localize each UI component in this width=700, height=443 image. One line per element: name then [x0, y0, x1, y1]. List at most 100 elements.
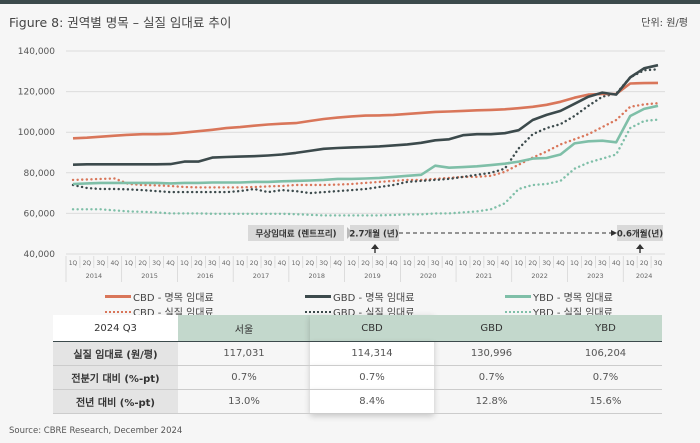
- x-quarter-label: 2Q: [640, 260, 649, 267]
- legend-item: CBD - 실질 임대료: [105, 304, 214, 319]
- x-quarter-label: 3Q: [654, 260, 663, 267]
- x-quarter-label: 3Q: [208, 260, 217, 267]
- x-quarter-label: 3Q: [319, 260, 328, 267]
- legend-swatch: [105, 295, 131, 298]
- legend-label: YBD - 명목 임대료: [533, 293, 613, 304]
- x-quarter-label: 1Q: [626, 260, 635, 267]
- x-year-label: 2022: [531, 272, 548, 280]
- x-quarter-label: 4Q: [445, 260, 454, 267]
- from-value: 2.7개월 (년): [349, 229, 398, 240]
- legend-label: CBD - 실질 임대료: [133, 308, 214, 319]
- x-quarter-label: 4Q: [166, 260, 175, 267]
- x-quarter-label: 2Q: [473, 260, 482, 267]
- x-quarter-label: 1Q: [69, 260, 78, 267]
- x-quarter-label: 1Q: [124, 260, 133, 267]
- x-quarter-label: 2Q: [417, 260, 426, 267]
- y-tick-label: 140,000: [18, 47, 55, 57]
- series-line-4: [71, 68, 660, 195]
- to-value: 0.6개월(년): [617, 229, 663, 240]
- legend-label: GBD - 명목 임대료: [333, 293, 415, 304]
- x-year-label: 2020: [420, 272, 437, 280]
- series-line-2: [72, 104, 659, 186]
- to-value-box: [617, 225, 663, 241]
- rent-free-label: 무상임대료 (렌트프리): [255, 229, 336, 240]
- x-year-label: 2019: [364, 272, 381, 280]
- legend-swatch: [505, 310, 531, 313]
- x-quarter-label: 2Q: [528, 260, 537, 267]
- x-quarter-label: 3Q: [97, 260, 106, 267]
- cell: 0.7%: [310, 365, 434, 390]
- legend-item: GBD - 실질 임대료: [305, 304, 414, 319]
- legend-swatch: [305, 310, 331, 313]
- x-quarter-label: 3Q: [598, 260, 607, 267]
- figure-title: Figure 8: 권역별 명목 – 실질 임대료 추이: [9, 15, 232, 30]
- table-row: 전분기 대비 (%-pt) 0.7% 0.7% 0.7% 0.7%: [53, 365, 662, 390]
- x-year-label: 2024: [636, 272, 653, 280]
- arrow-up-icon: [636, 244, 644, 253]
- x-quarter-label: 4Q: [333, 260, 342, 267]
- arrow-right-icon: [611, 230, 617, 236]
- x-quarter-label: 2Q: [250, 260, 259, 267]
- series-line-3: [71, 102, 660, 189]
- legend-item: GBD - 명목 임대료: [305, 289, 414, 304]
- legend-swatch: [505, 295, 531, 298]
- series-line-5: [71, 118, 660, 217]
- cell: 0.7%: [178, 365, 310, 390]
- x-quarter-label: 2Q: [306, 260, 315, 267]
- cell: 8.4%: [310, 389, 434, 414]
- cell: 12.8%: [434, 389, 549, 414]
- x-quarter-label: 4Q: [501, 260, 510, 267]
- x-year-label: 2014: [86, 272, 103, 280]
- table-row: 실질 임대료 (원/평) 117,031 114,314 130,996 106…: [53, 341, 662, 366]
- y-tick-label: 100,000: [18, 128, 55, 138]
- cell: 0.7%: [549, 365, 662, 390]
- x-quarter-label: 1Q: [459, 260, 468, 267]
- x-quarter-label: 3Q: [264, 260, 273, 267]
- x-quarter-label: 1Q: [514, 260, 523, 267]
- table-row: 전년 대비 (%-pt) 13.0% 8.4% 12.8% 15.6%: [53, 389, 662, 414]
- from-value-box: [350, 225, 399, 241]
- x-quarter-label: 3Q: [431, 260, 440, 267]
- legend-item: YBD - 명목 임대료: [505, 289, 613, 304]
- header-seoul: 서울: [178, 315, 310, 342]
- row-label: 전년 대비 (%-pt): [53, 389, 178, 414]
- x-quarter-label: 2Q: [584, 260, 593, 267]
- header-cbd: CBD: [310, 315, 434, 342]
- source-note: Source: CBRE Research, December 2024: [9, 426, 183, 436]
- y-tick-label: 40,000: [24, 250, 56, 260]
- table-header-row: 2024 Q3 서울 CBD GBD YBD: [53, 315, 662, 342]
- x-quarter-label: 1Q: [180, 260, 189, 267]
- x-quarter-label: 4Q: [389, 260, 398, 267]
- x-quarter-label: 2Q: [194, 260, 203, 267]
- y-tick-label: 80,000: [24, 169, 56, 179]
- legend-swatch: [105, 310, 131, 313]
- x-quarter-label: 3Q: [542, 260, 551, 267]
- header-ybd: YBD: [549, 315, 662, 342]
- summary-table: 2024 Q3 서울 CBD GBD YBD 실질 임대료 (원/평) 117,…: [53, 315, 662, 414]
- x-year-label: 2017: [253, 272, 270, 280]
- rent-free-label-box: [248, 225, 344, 241]
- legend-item: YBD - 실질 임대료: [505, 304, 613, 319]
- x-quarter-label: 2Q: [138, 260, 147, 267]
- x-quarter-label: 1Q: [403, 260, 412, 267]
- cell: 117,031: [178, 341, 310, 366]
- cell: 13.0%: [178, 389, 310, 414]
- y-tick-label: 60,000: [24, 209, 56, 219]
- row-label: 실질 임대료 (원/평): [53, 341, 178, 366]
- legend-item: CBD - 명목 임대료: [105, 289, 214, 304]
- cell: 106,204: [549, 341, 662, 366]
- x-quarter-label: 3Q: [375, 260, 384, 267]
- legend-label: GBD - 실질 임대료: [333, 308, 415, 319]
- x-quarter-label: 2Q: [83, 260, 92, 267]
- x-quarter-label: 4Q: [222, 260, 231, 267]
- x-quarter-label: 3Q: [487, 260, 496, 267]
- row-label: 전분기 대비 (%-pt): [53, 365, 178, 390]
- x-quarter-label: 1Q: [292, 260, 301, 267]
- x-quarter-label: 4Q: [278, 260, 287, 267]
- x-quarter-label: 1Q: [570, 260, 579, 267]
- legend-swatch: [305, 295, 331, 298]
- x-quarter-label: 1Q: [347, 260, 356, 267]
- header-gbd: GBD: [434, 315, 549, 342]
- series-line-0: [72, 81, 659, 140]
